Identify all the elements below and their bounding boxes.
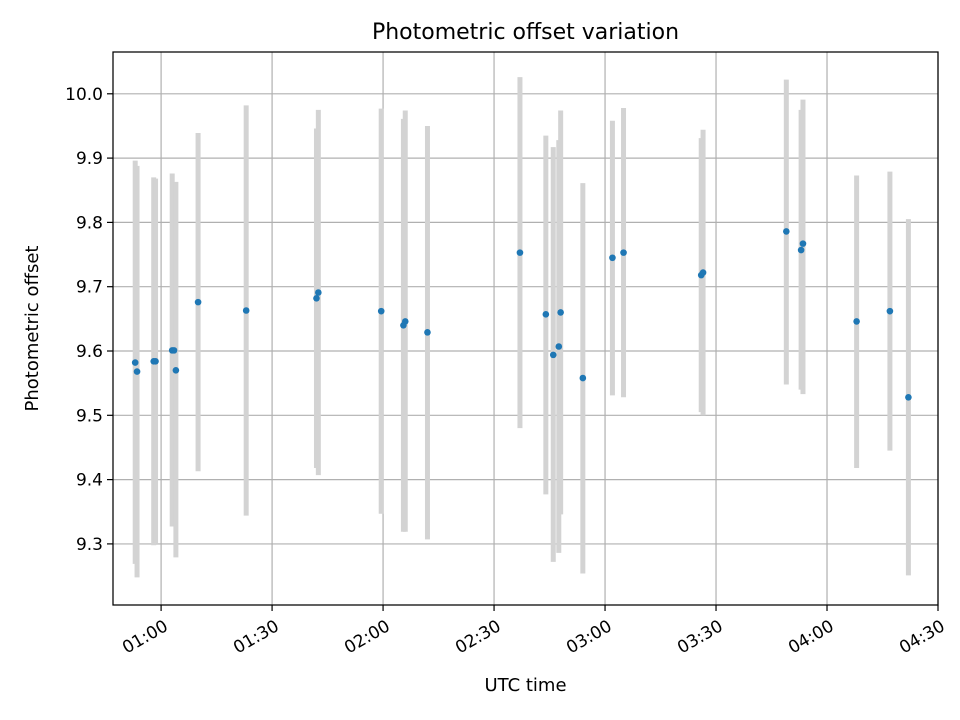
data-point <box>131 359 139 366</box>
data-point <box>555 343 563 350</box>
x-axis-label: UTC time <box>484 675 566 696</box>
x-tick-label: 02:00 <box>341 616 393 658</box>
data-point <box>557 309 564 316</box>
data-point <box>783 228 790 235</box>
data-point <box>401 318 409 325</box>
y-tick-label: 9.9 <box>76 149 103 169</box>
y-tick-label: 10.0 <box>65 85 103 105</box>
data-point <box>133 368 141 375</box>
y-tick-label: 9.3 <box>76 535 103 555</box>
data-point <box>699 269 707 276</box>
data-point <box>377 307 385 315</box>
data-point <box>516 249 524 256</box>
data-point <box>172 366 180 374</box>
x-tick-label: 01:30 <box>230 616 282 658</box>
x-tick-label: 04:00 <box>785 616 837 658</box>
data-points <box>131 228 912 401</box>
data-point <box>170 347 178 354</box>
x-tick-label: 03:00 <box>563 616 615 658</box>
data-point <box>579 374 587 382</box>
x-tick-label: 01:00 <box>119 616 171 658</box>
y-tick-label: 9.5 <box>76 406 103 426</box>
data-point <box>542 311 550 318</box>
error-bars <box>132 77 911 578</box>
y-axis-ticks: 9.3 9.4 9.5 9.6 9.7 9.8 9.9 10.0 <box>65 85 113 555</box>
chart-title: Photometric offset variation <box>372 20 679 45</box>
y-tick-label: 9.6 <box>76 342 103 362</box>
data-point <box>797 246 805 254</box>
data-point <box>905 394 912 401</box>
data-point <box>549 351 557 359</box>
data-point <box>242 307 250 314</box>
data-point <box>424 329 431 336</box>
data-point <box>152 357 159 365</box>
data-point <box>620 249 627 256</box>
x-tick-label: 02:30 <box>452 616 504 658</box>
y-axis-label: Photometric offset <box>22 246 43 412</box>
x-axis-ticks: 01:00 01:30 02:00 02:30 03:00 03:30 04:00 04:30 <box>119 605 949 658</box>
data-point <box>315 289 322 296</box>
x-tick-label: 04:30 <box>896 616 948 658</box>
y-tick-label: 9.8 <box>76 213 103 233</box>
data-point <box>194 298 202 306</box>
data-point <box>853 318 860 325</box>
data-point <box>886 307 894 315</box>
plot-frame <box>112 51 939 606</box>
x-tick-label: 03:30 <box>674 616 726 658</box>
data-point <box>799 240 807 247</box>
data-point <box>313 294 320 302</box>
y-tick-label: 9.4 <box>76 471 103 491</box>
grid-lines <box>113 52 939 605</box>
data-point <box>609 254 616 262</box>
y-tick-label: 9.7 <box>76 278 103 298</box>
